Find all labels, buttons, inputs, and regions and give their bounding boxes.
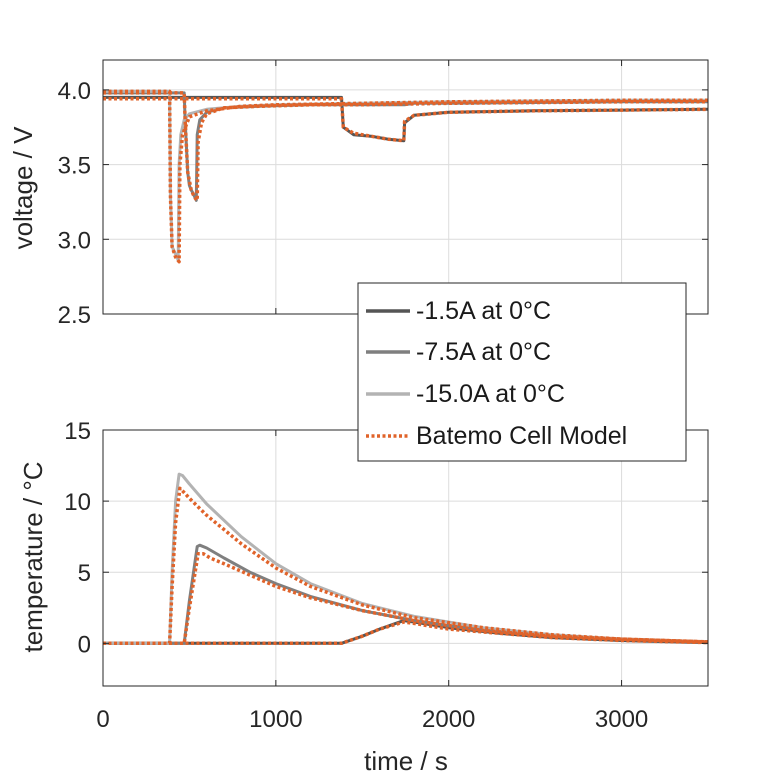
legend-label-0: -1.5A at 0°C [416, 297, 551, 325]
legend-box [357, 282, 687, 462]
legend-label-1: -7.5A at 0°C [416, 338, 551, 366]
voltage-series-line-5 [103, 97, 708, 143]
voltage-ytick-label-3: 4.0 [58, 78, 91, 105]
voltage-ytick-label-1: 3.0 [58, 227, 91, 254]
y-axis-label-temperature: temperature / °C [18, 461, 48, 652]
xtick-label-2: 2000 [422, 706, 475, 733]
temperature-series-line-1 [103, 543, 708, 645]
temperature-series-group [103, 472, 708, 646]
xtick-label-0: 0 [96, 706, 109, 733]
voltage-ytick-label-0: 2.5 [58, 302, 91, 329]
voltage-series-line-3 [103, 89, 708, 264]
temperature-series-line-4 [103, 551, 708, 646]
x-axis-label: time / s [364, 746, 448, 776]
temperature-ytick-label-2: 10 [64, 489, 91, 516]
xtick-label-3: 3000 [595, 706, 648, 733]
y-axis-label-voltage: voltage / V [8, 126, 38, 250]
voltage-series-line-2 [103, 89, 708, 262]
legend-label-3: Batemo Cell Model [416, 422, 627, 450]
temperature-ytick-label-3: 15 [64, 418, 91, 445]
xtick-label-1: 1000 [249, 706, 302, 733]
voltage-ytick-label-2: 3.5 [58, 153, 91, 180]
legend-label-2: -15.0A at 0°C [416, 380, 565, 408]
temperature-ytick-label-1: 5 [78, 560, 91, 587]
temperature-series-line-5 [103, 620, 708, 646]
temperature-series-line-2 [103, 472, 708, 645]
temperature-panel: 0 5 10 15 0 1000 2000 3000 [64, 418, 709, 733]
voltage-series-line-4 [103, 91, 708, 203]
temperature-axes-frame [102, 429, 709, 687]
temperature-ytick-label-0: 0 [78, 631, 91, 658]
temperature-series-line-3 [103, 486, 708, 646]
legend: -1.5A at 0°C -7.5A at 0°C -15.0A at 0°C … [357, 282, 687, 462]
voltage-series-group [103, 89, 708, 264]
voltage-panel: 2.5 3.0 3.5 4.0 [58, 59, 709, 329]
